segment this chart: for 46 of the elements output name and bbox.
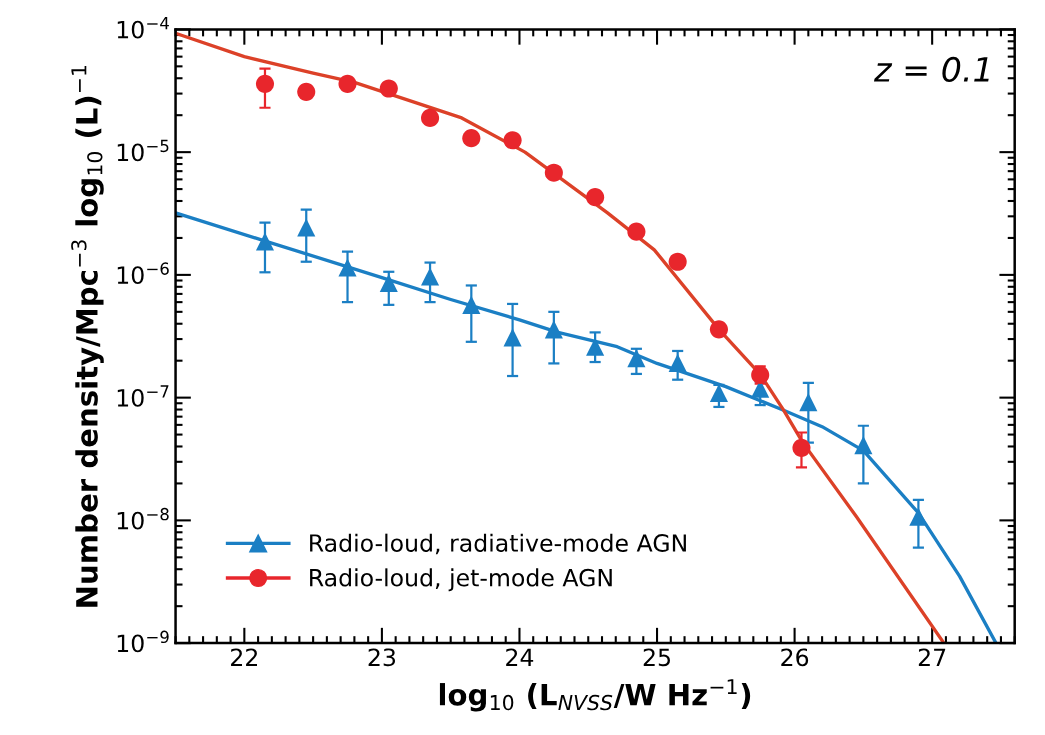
y-axis-title: Number density/Mpc$^{−3}$ log$_{10}$ (L)$^{−1}$ <box>71 65 104 607</box>
point <box>799 393 818 412</box>
y-tick-label: 10$^{−8}$ <box>117 507 169 530</box>
point <box>462 295 481 314</box>
point <box>544 320 563 339</box>
point <box>255 74 275 93</box>
legend-label: Radio-loud, radiative-mode AGN <box>310 533 686 555</box>
point <box>503 131 522 150</box>
point <box>909 507 928 526</box>
point <box>421 267 440 286</box>
legend-label: Radio-loud, jet-mode AGN <box>310 568 612 592</box>
point <box>297 218 316 237</box>
point <box>338 258 357 277</box>
point <box>854 436 873 455</box>
y-tick-label: 10$^{−4}$ <box>117 17 169 39</box>
point <box>586 188 605 207</box>
y-tick-label: 10$^{−6}$ <box>117 262 169 285</box>
point <box>462 129 481 148</box>
point <box>586 337 605 356</box>
point <box>709 320 728 339</box>
point <box>255 232 275 251</box>
point <box>338 74 357 93</box>
point <box>544 163 563 182</box>
point <box>627 349 646 368</box>
point <box>421 108 440 127</box>
point <box>379 79 398 98</box>
line-series <box>175 211 998 644</box>
x-tick-label: 27 <box>918 648 946 666</box>
y-tick-label: 10$^{−5}$ <box>117 139 169 162</box>
point <box>297 82 316 101</box>
annotation: z = 0.1 <box>873 56 989 83</box>
x-tick-label: 24 <box>506 648 534 666</box>
y-tick-label: 10$^{−7}$ <box>117 385 169 407</box>
x-tick-label: 26 <box>781 648 809 667</box>
x-tick-label: 23 <box>368 648 396 667</box>
x-axis-title: log$_{10}$ (L$_{NVSS}$/W Hz$^{−1}$) <box>439 679 751 712</box>
y-tick-label: 10$^{−9}$ <box>117 630 169 653</box>
x-tick-label: 25 <box>643 648 670 667</box>
point <box>503 328 522 347</box>
x-tick-label: 22 <box>231 648 257 666</box>
point <box>379 273 398 292</box>
point <box>709 383 728 403</box>
point <box>627 222 646 241</box>
point <box>668 252 687 271</box>
point <box>668 353 687 372</box>
point <box>792 438 811 457</box>
